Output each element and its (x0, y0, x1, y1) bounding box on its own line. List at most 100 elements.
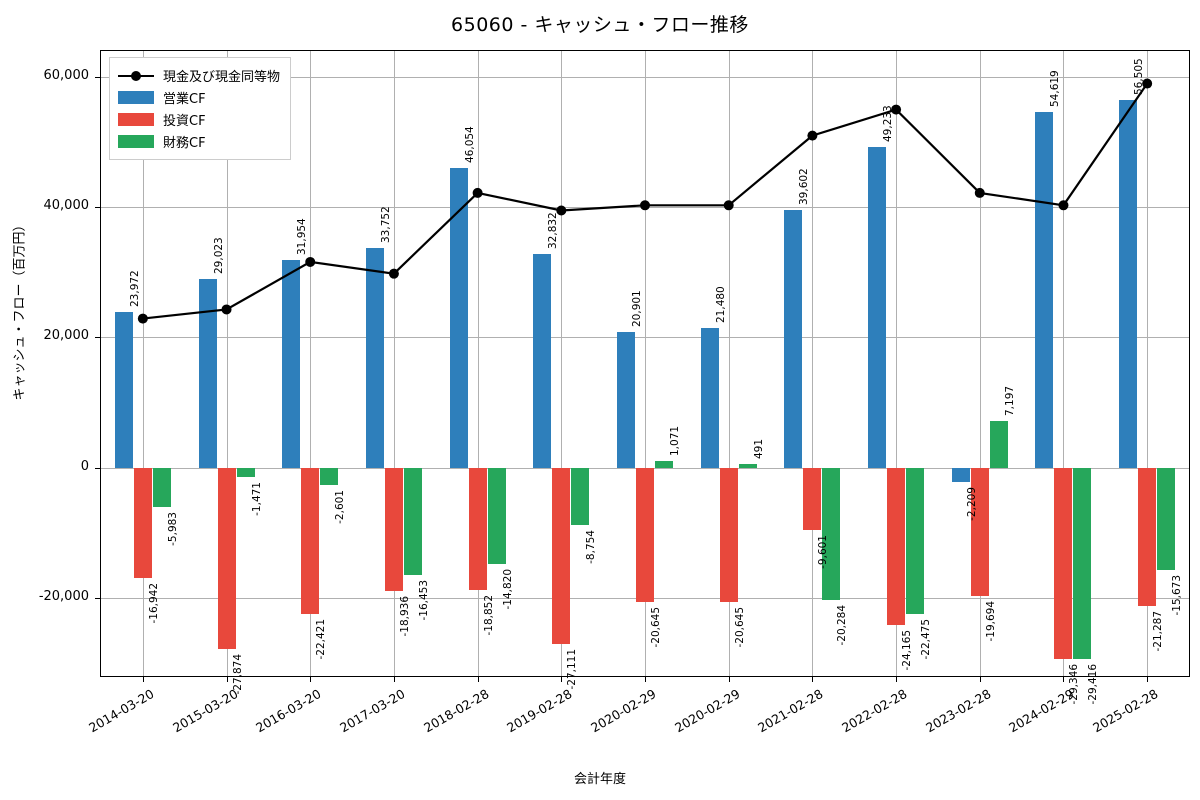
bar (320, 467, 339, 485)
bar (1073, 467, 1092, 660)
legend-color-swatch (118, 134, 154, 148)
x-tick-label: 2024-02-29 (1006, 686, 1077, 736)
bar-value-label: -2,601 (334, 489, 347, 524)
legend-item: 営業CF (118, 86, 280, 108)
bar (468, 467, 487, 591)
bar-value-label: -18,936 (398, 595, 411, 637)
bar (803, 467, 822, 531)
y-tick-mark (95, 467, 100, 469)
bar-value-label: -16,453 (417, 579, 430, 621)
bar-value-label: 491 (752, 439, 765, 460)
x-tick-label: 2015-03-20 (169, 686, 241, 736)
legend-label: 営業CF (163, 91, 206, 107)
bar-value-label: -16,942 (147, 582, 160, 624)
legend-label: 現金及び現金同等物 (163, 69, 281, 85)
bar (970, 467, 989, 596)
x-tick-mark (561, 677, 563, 682)
x-tick-label: 2019-02-28 (504, 686, 575, 736)
bar-value-label: -2,209 (965, 487, 978, 521)
x-tick-label: 2020-02-29 (588, 686, 659, 736)
x-tick-mark (979, 677, 981, 682)
x-tick-mark (728, 677, 730, 682)
bar-value-label: -15,673 (1171, 574, 1184, 616)
bar-value-label: -5,983 (166, 511, 179, 546)
bar-value-label: -22,421 (315, 618, 328, 660)
bar-value-label: -9,601 (817, 535, 830, 570)
bar-value-label: 39,602 (798, 168, 811, 205)
bar-value-label: -29,346 (1068, 663, 1081, 705)
bar-value-label: -27,874 (231, 654, 244, 695)
x-axis-label: 会計年度 (573, 772, 626, 787)
y-tick-label: 60,000 (43, 68, 90, 84)
x-tick-label: 2016-03-20 (253, 686, 324, 736)
bar-value-label: -24,165 (901, 629, 914, 671)
bar (887, 467, 906, 625)
y-tick-mark (95, 207, 100, 209)
bar (365, 247, 384, 468)
legend-label: 投資CF (163, 113, 206, 129)
legend-color-swatch (118, 112, 154, 126)
bar (700, 327, 719, 468)
vertical-gridline (561, 51, 563, 676)
y-tick-label: 40,000 (43, 198, 90, 214)
bar (906, 467, 925, 614)
y-tick-label: -20,000 (38, 588, 89, 604)
x-tick-mark (310, 677, 312, 682)
x-tick-mark (812, 677, 814, 682)
bar-value-label: 20,901 (631, 289, 643, 327)
x-tick-label: 2022-02-28 (839, 686, 910, 736)
bar (951, 467, 970, 483)
bar-value-label: 33,752 (379, 206, 392, 243)
x-tick-mark (226, 677, 228, 682)
x-tick-label: 2018-02-28 (420, 686, 492, 736)
bar (1054, 467, 1073, 659)
bar-value-label: -14,820 (501, 569, 514, 610)
bar (133, 467, 152, 578)
bar (198, 278, 217, 468)
vertical-gridline (142, 51, 144, 676)
vertical-gridline (477, 51, 479, 676)
x-tick-mark (142, 677, 144, 682)
y-tick-mark (95, 77, 100, 79)
legend-line-marker-icon (118, 69, 154, 82)
x-tick-label: 2014-03-20 (85, 686, 157, 736)
x-tick-label: 2023-02-28 (922, 686, 994, 736)
vertical-gridline (645, 51, 646, 676)
chart-title: 65060 - キャッシュ・フロー推移 (451, 14, 749, 36)
vertical-gridline (812, 51, 814, 676)
bar-value-label: -27,111 (566, 649, 579, 690)
bar (868, 147, 887, 468)
x-tick-mark (1063, 677, 1065, 682)
bar (822, 467, 841, 600)
bar (152, 467, 171, 507)
vertical-gridline (728, 51, 730, 676)
x-tick-label: 2020-02-29 (671, 686, 743, 736)
bar (301, 467, 320, 614)
vertical-gridline (393, 51, 395, 676)
x-tick-mark (393, 677, 395, 682)
x-tick-mark (896, 677, 898, 682)
bar (449, 167, 468, 468)
plot-area: 23,972 29,023 31,954 33,752 46,054 32,832 20,9… (100, 50, 1190, 705)
bar (282, 259, 301, 468)
bar (738, 464, 757, 468)
vertical-gridline (1063, 51, 1065, 676)
vertical-gridline (1147, 51, 1149, 676)
bar (487, 467, 506, 565)
bar-value-label: 29,023 (212, 236, 225, 274)
vertical-gridline (310, 51, 312, 676)
legend-color-swatch (118, 90, 154, 104)
bar (403, 467, 422, 575)
y-tick-mark (95, 337, 100, 339)
bar-value-label: 21,480 (714, 286, 727, 323)
bar-value-label: -1,471 (250, 482, 263, 517)
bar (1157, 467, 1176, 570)
bar-value-label: -20,645 (733, 607, 746, 648)
bar (1138, 467, 1157, 607)
x-tick-label: 2017-03-20 (336, 686, 408, 736)
x-tick-label: 2021-02-28 (755, 686, 826, 736)
vertical-gridline (226, 51, 228, 676)
bar-value-label: 54,619 (1049, 70, 1062, 108)
bar-value-label: -21,287 (1152, 611, 1165, 652)
bar (989, 420, 1008, 468)
